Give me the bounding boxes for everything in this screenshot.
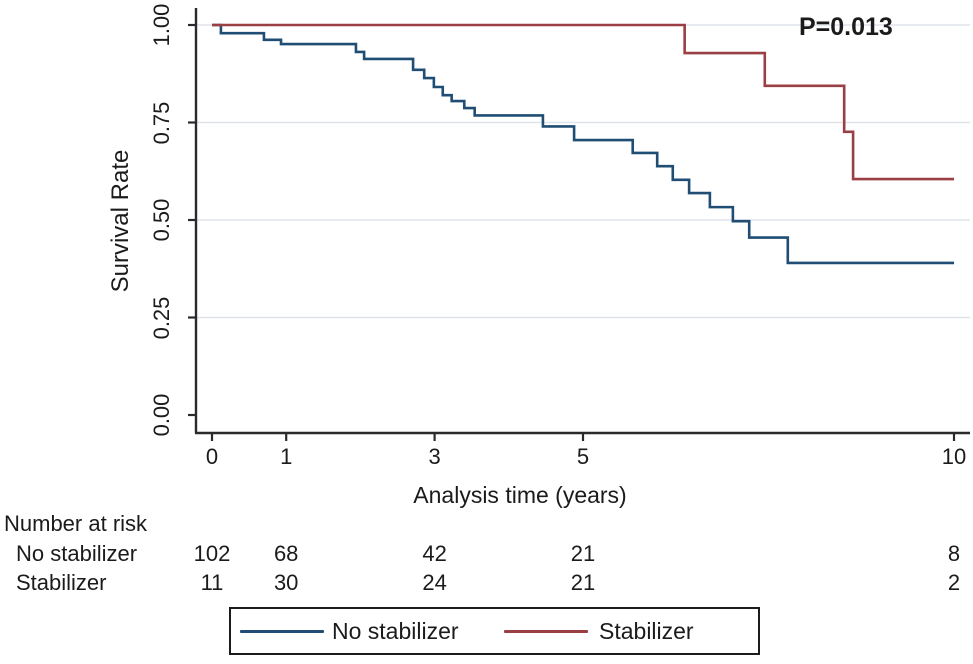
y-tick-label-1.00: 1.00 xyxy=(149,3,174,47)
legend-box: No stabilizer Stabilizer xyxy=(229,607,760,655)
x-tick-label-3: 3 xyxy=(428,444,441,469)
x-tick-label-5: 5 xyxy=(576,444,590,469)
risk-table-title: Number at risk xyxy=(4,511,148,536)
y-tick-label-0.50: 0.50 xyxy=(149,198,174,242)
risk-count-no-stabilizer-t5: 21 xyxy=(570,541,596,566)
risk-count-stabilizer-t10: 2 xyxy=(947,570,961,595)
risk-count-stabilizer-t0: 11 xyxy=(200,570,224,595)
risk-count-no-stabilizer-t3: 42 xyxy=(422,541,447,566)
survival-curve-stabilizer xyxy=(212,23,954,181)
legend-label-no-stabilizer: No stabilizer xyxy=(332,618,459,644)
risk-row-label-no-stabilizer: No stabilizer xyxy=(16,541,138,566)
stabilizer-line-sample xyxy=(504,630,588,633)
legend-label-stabilizer: Stabilizer xyxy=(599,618,694,644)
y-tick-label-0.75: 0.75 xyxy=(149,101,174,144)
risk-count-stabilizer-t1: 30 xyxy=(273,570,299,595)
y-tick-label-0.25: 0.25 xyxy=(149,296,174,339)
x-tick-label-10: 10 xyxy=(941,444,967,469)
risk-count-stabilizer-t3: 24 xyxy=(422,570,447,595)
x-tick-label-0: 0 xyxy=(205,444,219,469)
risk-row-label-stabilizer: Stabilizer xyxy=(16,570,107,595)
risk-count-no-stabilizer-t10: 8 xyxy=(947,541,961,566)
risk-count-no-stabilizer-t1: 68 xyxy=(273,541,299,566)
y-tick-label-0.00: 0.00 xyxy=(149,393,174,437)
y-axis-title: Survival Rate xyxy=(107,149,134,293)
survival-curve-no-stabilizer xyxy=(212,23,954,265)
x-tick-label-1: 1 xyxy=(280,444,293,469)
x-axis-title: Analysis time (years) xyxy=(413,482,627,508)
no-stabilizer-line-sample xyxy=(240,630,324,633)
risk-count-stabilizer-t5: 21 xyxy=(570,570,596,595)
p-value-annotation: P=0.013 xyxy=(799,13,893,41)
risk-count-no-stabilizer-t0: 102 xyxy=(193,541,231,566)
